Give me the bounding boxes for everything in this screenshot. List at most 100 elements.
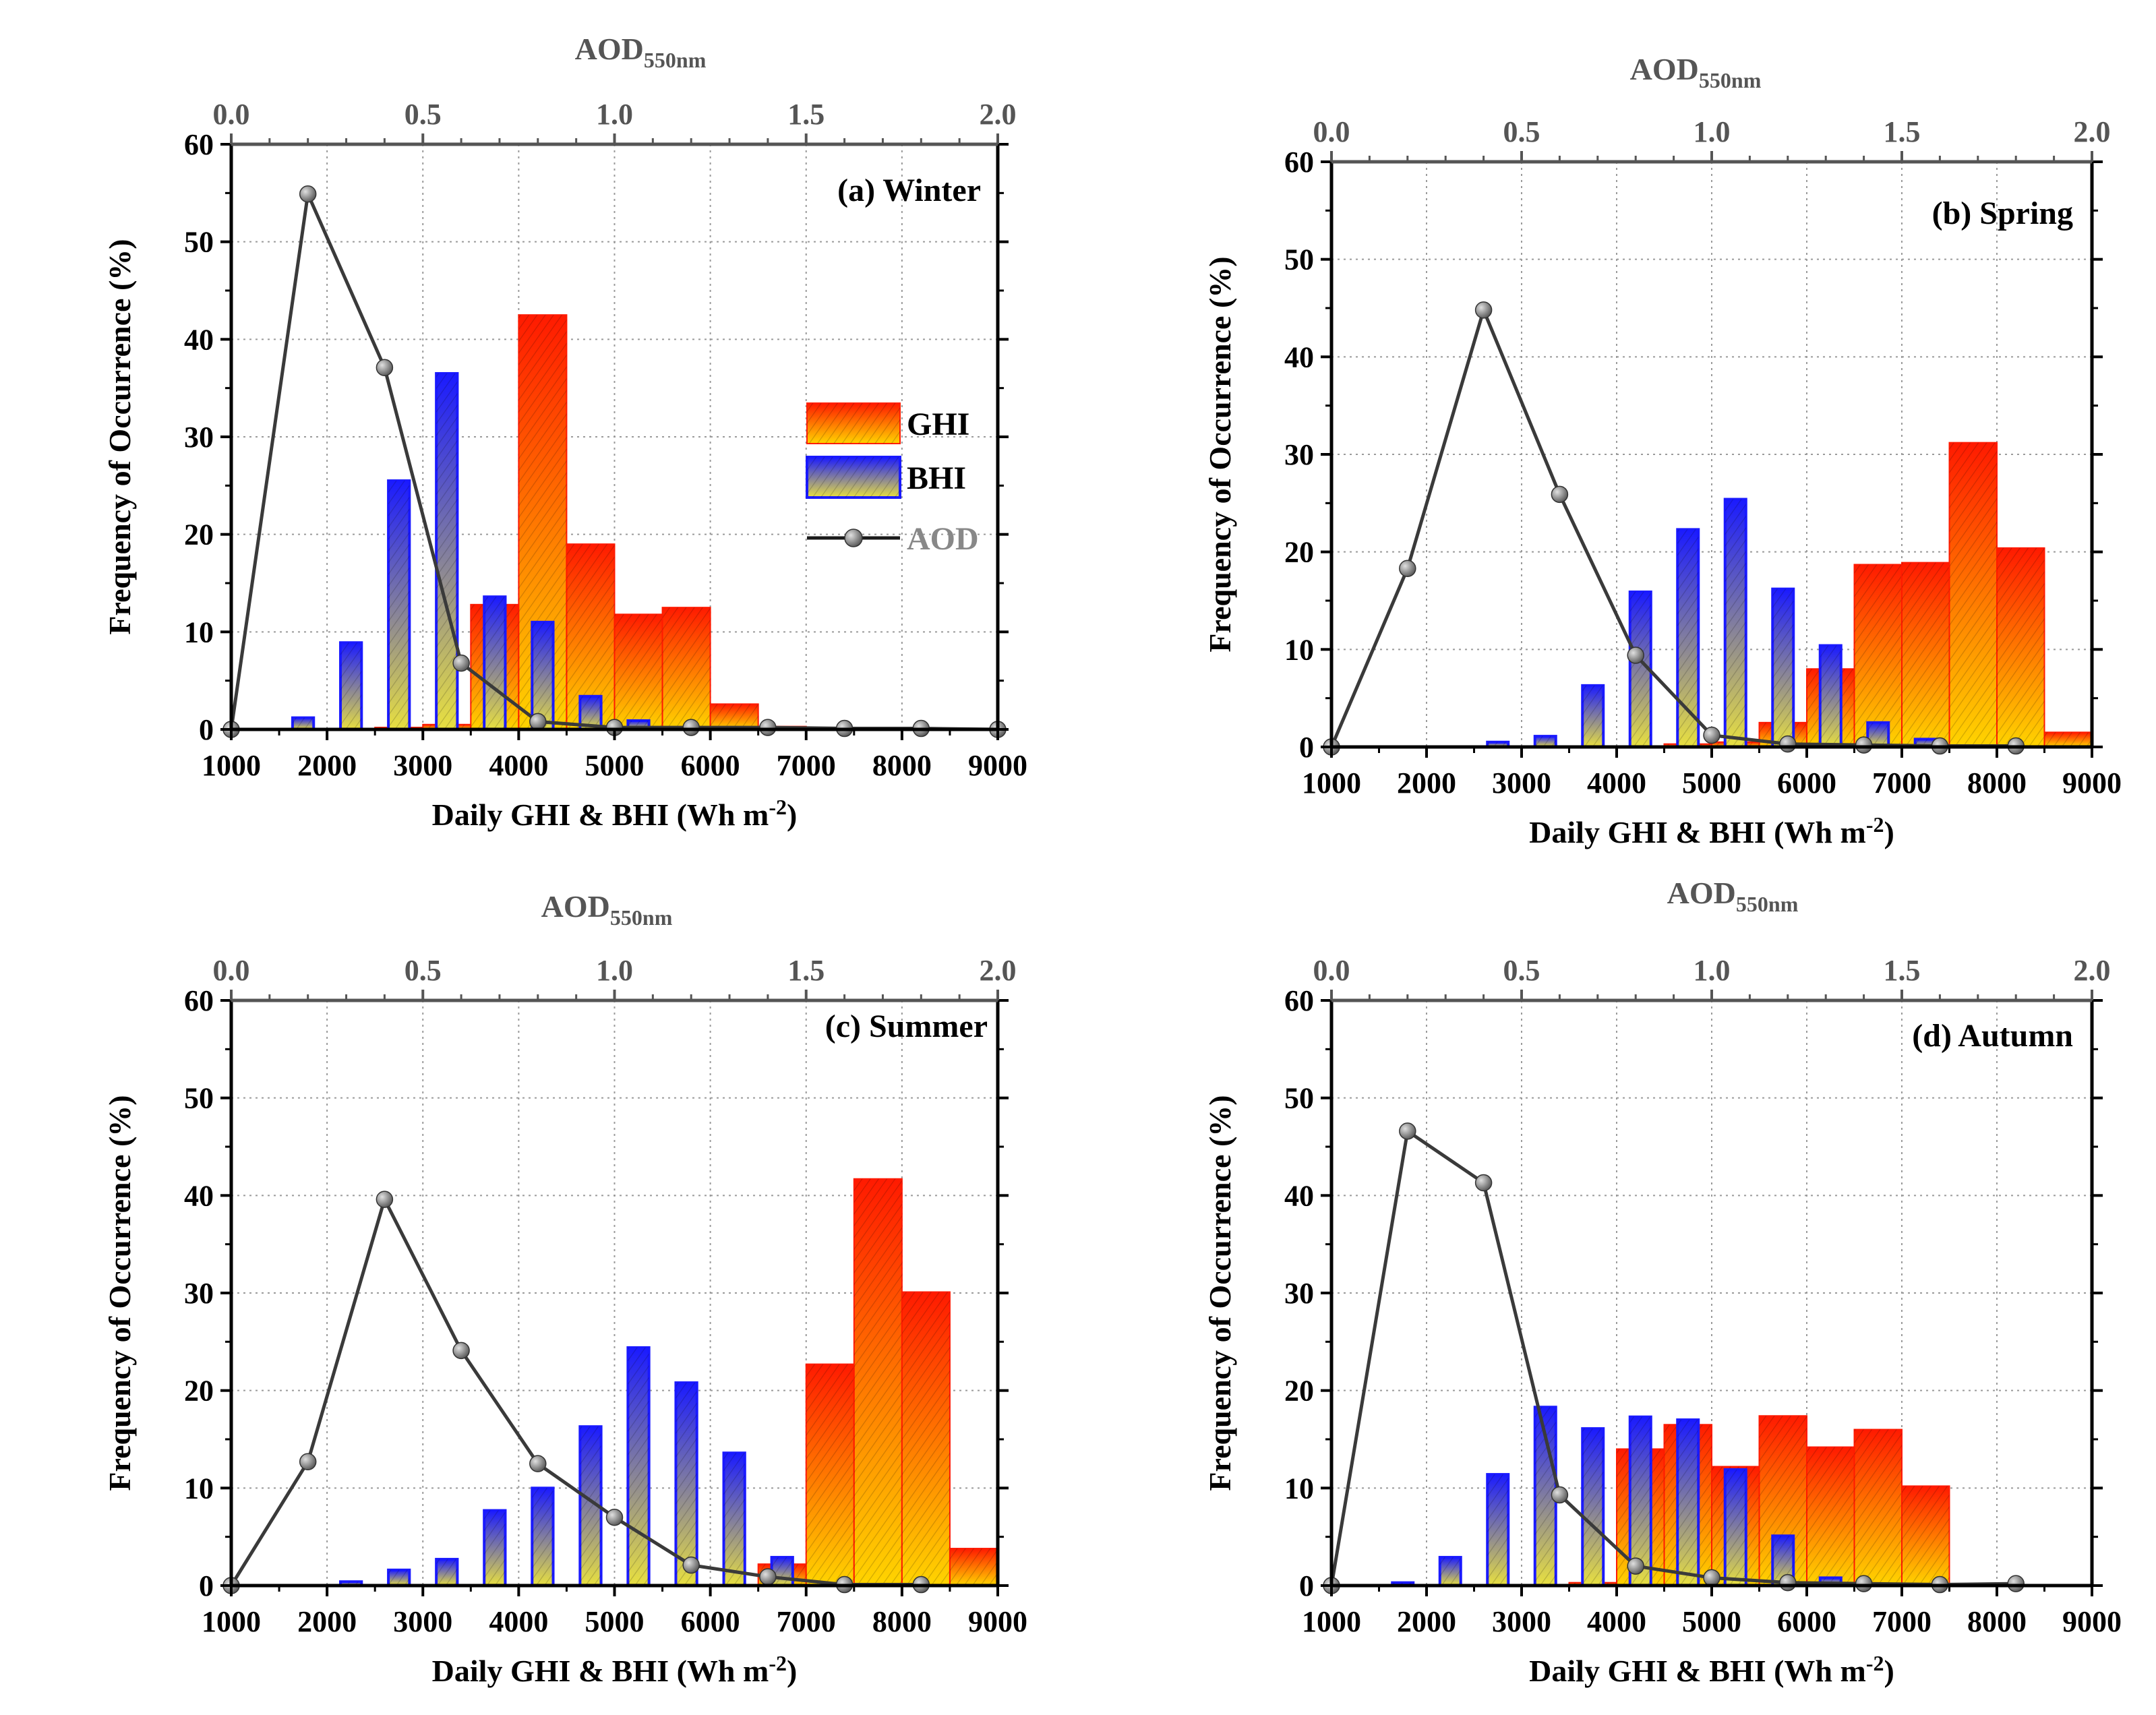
aod-point xyxy=(1855,1575,1873,1592)
top-tick-label: 0.0 xyxy=(1313,954,1350,987)
aod-point xyxy=(1399,1122,1416,1140)
aod-point xyxy=(1779,1573,1797,1592)
ghi-bar-hatch xyxy=(949,1548,998,1586)
bhi-bar-hatch xyxy=(484,1510,506,1586)
bhi-bar-hatch xyxy=(1487,742,1509,747)
y-tick-label: 50 xyxy=(1284,243,1314,276)
y-tick-label: 60 xyxy=(1284,146,1314,179)
y-tick-label: 40 xyxy=(184,1179,214,1212)
top-tick-label: 1.5 xyxy=(787,954,825,987)
aod-point xyxy=(1474,301,1493,319)
bhi-bar-hatch xyxy=(532,1488,553,1586)
y-tick-label: 20 xyxy=(184,518,214,551)
ghi-bar-hatch xyxy=(854,1178,902,1586)
aod-point xyxy=(2007,1575,2025,1592)
top-tick-label: 1.0 xyxy=(1694,954,1731,987)
top-tick-label: 1.0 xyxy=(596,954,633,987)
ghi-bar-hatch xyxy=(1854,1429,1902,1586)
bhi-bar-hatch xyxy=(388,1569,410,1586)
legend-ghi-label: GHI xyxy=(907,407,969,442)
y-tick-label: 20 xyxy=(184,1375,214,1408)
x-tick-label: 4000 xyxy=(489,1605,548,1638)
x-tick-label: 3000 xyxy=(393,749,452,782)
x-tick-label: 7000 xyxy=(777,749,836,782)
y-tick-label: 10 xyxy=(184,1472,214,1505)
x-tick-label: 6000 xyxy=(681,749,740,782)
aod-point xyxy=(529,713,547,731)
top-tick-label: 1.0 xyxy=(1694,115,1731,148)
y-tick-label: 10 xyxy=(1284,633,1314,666)
top-tick-label: 2.0 xyxy=(980,954,1017,987)
top-tick-label: 0.0 xyxy=(213,954,250,987)
x-tick-label: 5000 xyxy=(585,1605,645,1638)
x-tick-label: 8000 xyxy=(872,749,932,782)
x-tick-label: 3000 xyxy=(1492,1605,1551,1638)
bhi-bar-hatch xyxy=(1629,1416,1651,1586)
x-tick-label: 7000 xyxy=(1872,766,1932,800)
bhi-bar-hatch xyxy=(676,1383,697,1586)
y-axis-title: Frequency of Occurrence (%) xyxy=(102,239,137,634)
y-tick-label: 60 xyxy=(184,128,214,161)
x-tick-label: 3000 xyxy=(1492,766,1551,800)
legend: GHI BHI AOD xyxy=(806,402,979,557)
x-tick-label: 7000 xyxy=(777,1605,836,1638)
x-tick-label: 5000 xyxy=(585,749,645,782)
x-tick-label: 8000 xyxy=(872,1605,932,1638)
aod-point xyxy=(452,1342,470,1360)
ghi-bar-hatch xyxy=(614,614,663,729)
x-axis-title: Daily GHI & BHI (Wh m-2) xyxy=(1529,1651,1894,1688)
top-tick-label: 2.0 xyxy=(2074,115,2111,148)
ghi-bar-hatch xyxy=(1997,547,2045,747)
ghi-bar-hatch xyxy=(662,607,711,729)
x-tick-label: 1000 xyxy=(202,1605,261,1638)
y-tick-label: 30 xyxy=(1284,1277,1314,1310)
top-tick-label: 0.5 xyxy=(405,954,442,987)
panel-title: (c) Summer xyxy=(825,1009,988,1044)
panel-spring: AOD550nm 1000 2000 3000 4000 5000 6000 7000 800… xyxy=(1203,52,2122,849)
aod-point xyxy=(299,1453,317,1471)
ghi-bar-hatch xyxy=(710,704,758,729)
y-tick-label: 40 xyxy=(184,323,214,356)
y-tick-label: 10 xyxy=(1284,1472,1314,1505)
bhi-bar-hatch xyxy=(532,622,553,729)
x-tick-label: 1000 xyxy=(1302,766,1361,800)
aod-point xyxy=(1627,1557,1644,1575)
top-axis-title: AOD550nm xyxy=(1667,876,1799,916)
top-axis-title: AOD550nm xyxy=(1630,52,1762,92)
top-tick-label: 0.0 xyxy=(213,98,250,131)
x-tick-label: 2000 xyxy=(297,1605,357,1638)
bhi-bar-hatch xyxy=(388,481,410,729)
top-tick-label: 1.0 xyxy=(596,98,633,131)
y-axis-title: Frequency of Occurrence (%) xyxy=(1203,256,1237,652)
legend-ghi-hatch xyxy=(807,403,900,444)
aod-point xyxy=(452,654,470,672)
ghi-bar-hatch xyxy=(1949,442,1997,747)
bhi-bar-hatch xyxy=(1439,1557,1461,1586)
aod-point xyxy=(759,1568,777,1586)
y-axis-title: Frequency of Occurrence (%) xyxy=(1203,1095,1237,1491)
bhi-bar-hatch xyxy=(1915,739,1936,747)
top-tick-label: 0.5 xyxy=(1503,115,1540,148)
top-tick-label: 0.0 xyxy=(1313,115,1350,148)
bhi-bar-hatch xyxy=(1487,1474,1509,1586)
y-tick-label: 0 xyxy=(1299,1569,1314,1602)
bhi-bar-hatch xyxy=(1534,736,1556,747)
ghi-bar-hatch xyxy=(2044,732,2092,747)
x-tick-label: 9000 xyxy=(968,1605,1027,1638)
top-axis-title: AOD550nm xyxy=(541,889,673,930)
ghi-bar-hatch xyxy=(1902,562,1950,747)
y-tick-label: 0 xyxy=(199,713,214,746)
y-tick-label: 40 xyxy=(1284,340,1314,373)
aod-point xyxy=(1779,735,1797,753)
aod-point xyxy=(682,1556,700,1574)
y-tick-label: 50 xyxy=(184,226,214,259)
aod-point xyxy=(1474,1174,1493,1192)
legend-bhi-hatch xyxy=(807,457,900,498)
top-tick-label: 1.5 xyxy=(1884,115,1921,148)
y-tick-label: 60 xyxy=(184,984,214,1017)
aod-line xyxy=(229,1195,922,1587)
aod-point xyxy=(1703,1569,1720,1587)
bhi-bar-hatch xyxy=(1582,685,1604,747)
x-tick-label: 5000 xyxy=(1682,766,1741,800)
bhi-bar-hatch xyxy=(292,717,314,729)
